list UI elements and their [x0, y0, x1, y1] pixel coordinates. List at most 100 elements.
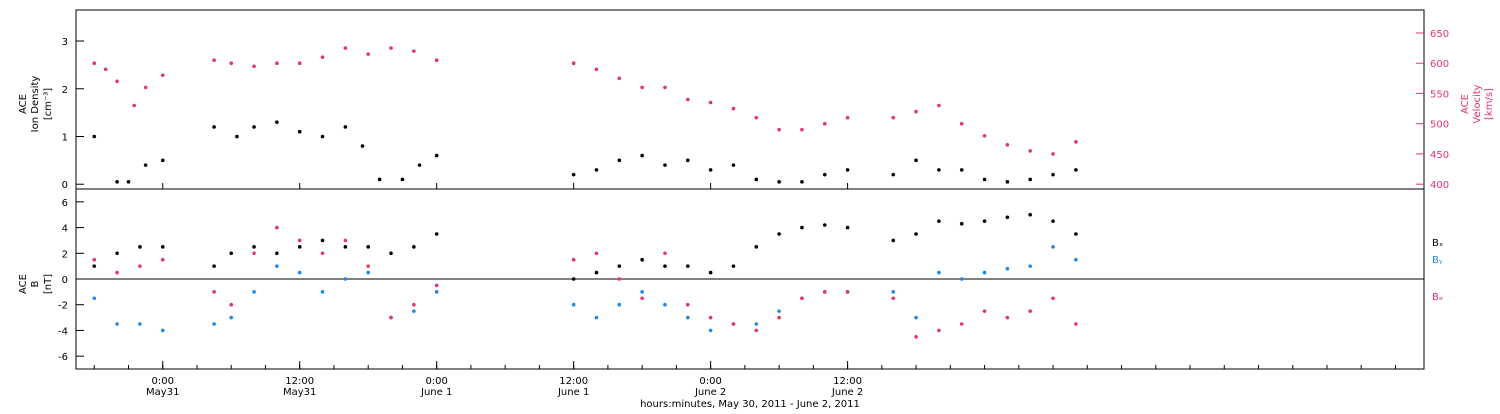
- top-right-tick-label: 650: [1430, 29, 1449, 40]
- bottom-tick-label: -4: [58, 326, 68, 337]
- data-point: [343, 245, 348, 249]
- data-point: [571, 172, 576, 177]
- top-ylabel-right-2: Velocity: [1472, 84, 1483, 123]
- data-point: [377, 177, 382, 182]
- data-point: [1005, 180, 1010, 184]
- data-point: [800, 127, 804, 132]
- data-point: [252, 125, 256, 129]
- data-point: [777, 232, 781, 236]
- data-point: [959, 322, 964, 326]
- data-point: [389, 315, 393, 320]
- bottom-tick-label: 0: [62, 275, 68, 286]
- data-point: [434, 153, 439, 158]
- data-point: [1074, 322, 1078, 326]
- data-point: [1005, 215, 1010, 220]
- data-point: [138, 245, 142, 249]
- data-point: [777, 180, 781, 184]
- data-point: [275, 225, 279, 230]
- data-point: [400, 177, 405, 182]
- data-point: [1005, 315, 1010, 320]
- data-point: [891, 115, 896, 120]
- data-point: [434, 232, 439, 236]
- data-point: [1051, 296, 1055, 301]
- data-point: [822, 290, 827, 294]
- data-point: [937, 270, 941, 275]
- legend-bz: Bₔ: [1432, 292, 1443, 303]
- data-point: [640, 257, 644, 262]
- data-point: [160, 73, 165, 78]
- data-point: [594, 168, 599, 172]
- data-point: [914, 335, 918, 339]
- bottom-ylabel-1: ACE: [18, 274, 29, 294]
- data-point: [343, 277, 348, 281]
- data-point: [320, 55, 325, 59]
- top-right-ticks: 400 450 500 550 600 650: [1416, 29, 1449, 191]
- data-point: [275, 251, 279, 256]
- data-point: [663, 163, 667, 167]
- data-point: [1051, 152, 1055, 156]
- data-point: [640, 85, 644, 90]
- data-point: [366, 52, 370, 56]
- data-point: [138, 264, 142, 268]
- data-point: [914, 109, 918, 114]
- top-left-ticks: 0 1 2 3: [62, 37, 84, 191]
- data-point: [229, 302, 234, 307]
- data-point: [1074, 257, 1078, 262]
- data-point: [1028, 177, 1033, 182]
- x-tick-time: 12:00: [285, 376, 314, 387]
- data-point: [777, 127, 781, 132]
- data-point: [115, 180, 119, 184]
- data-point: [275, 120, 279, 124]
- x-tick-date: May31: [283, 387, 316, 398]
- data-point: [366, 264, 370, 268]
- top-right-tick-label: 600: [1430, 59, 1449, 70]
- data-point: [160, 245, 165, 249]
- data-point: [434, 58, 439, 62]
- data-point: [92, 296, 97, 301]
- data-point: [959, 277, 964, 281]
- data-point: [959, 121, 964, 126]
- bottom-data-points: [92, 212, 1078, 339]
- data-point: [685, 302, 690, 307]
- x-tick-time: 0:00: [425, 376, 447, 387]
- data-point: [92, 134, 97, 139]
- x-tick-time: 0:00: [699, 376, 721, 387]
- data-point: [845, 168, 850, 172]
- data-point: [229, 251, 234, 256]
- top-ylabel-left-1: ACE: [18, 94, 29, 114]
- data-point: [959, 168, 964, 172]
- top-data-points: [92, 46, 1078, 184]
- data-point: [617, 302, 622, 307]
- data-point: [685, 264, 690, 268]
- data-point: [343, 46, 348, 50]
- data-point: [212, 290, 216, 294]
- data-point: [663, 264, 667, 268]
- data-point: [640, 296, 644, 301]
- data-point: [685, 315, 690, 320]
- data-point: [914, 158, 918, 163]
- data-point: [235, 134, 239, 139]
- data-point: [297, 238, 302, 243]
- data-point: [389, 46, 393, 50]
- legend-by: Bᵧ: [1432, 255, 1443, 266]
- data-point: [229, 315, 234, 320]
- data-point: [320, 238, 325, 243]
- data-point: [343, 238, 348, 243]
- data-point: [434, 290, 439, 294]
- data-point: [412, 302, 416, 307]
- data-point: [92, 257, 97, 262]
- data-point: [297, 129, 302, 134]
- data-point: [708, 100, 713, 105]
- data-point: [320, 290, 325, 294]
- data-point: [571, 277, 576, 281]
- bottom-ylabel-2: B: [30, 280, 41, 287]
- data-point: [138, 322, 142, 326]
- data-point: [754, 328, 759, 333]
- data-point: [754, 322, 759, 326]
- data-point: [143, 163, 148, 167]
- data-point: [434, 283, 439, 288]
- data-point: [617, 264, 622, 268]
- top-left-tick-label: 0: [62, 180, 68, 191]
